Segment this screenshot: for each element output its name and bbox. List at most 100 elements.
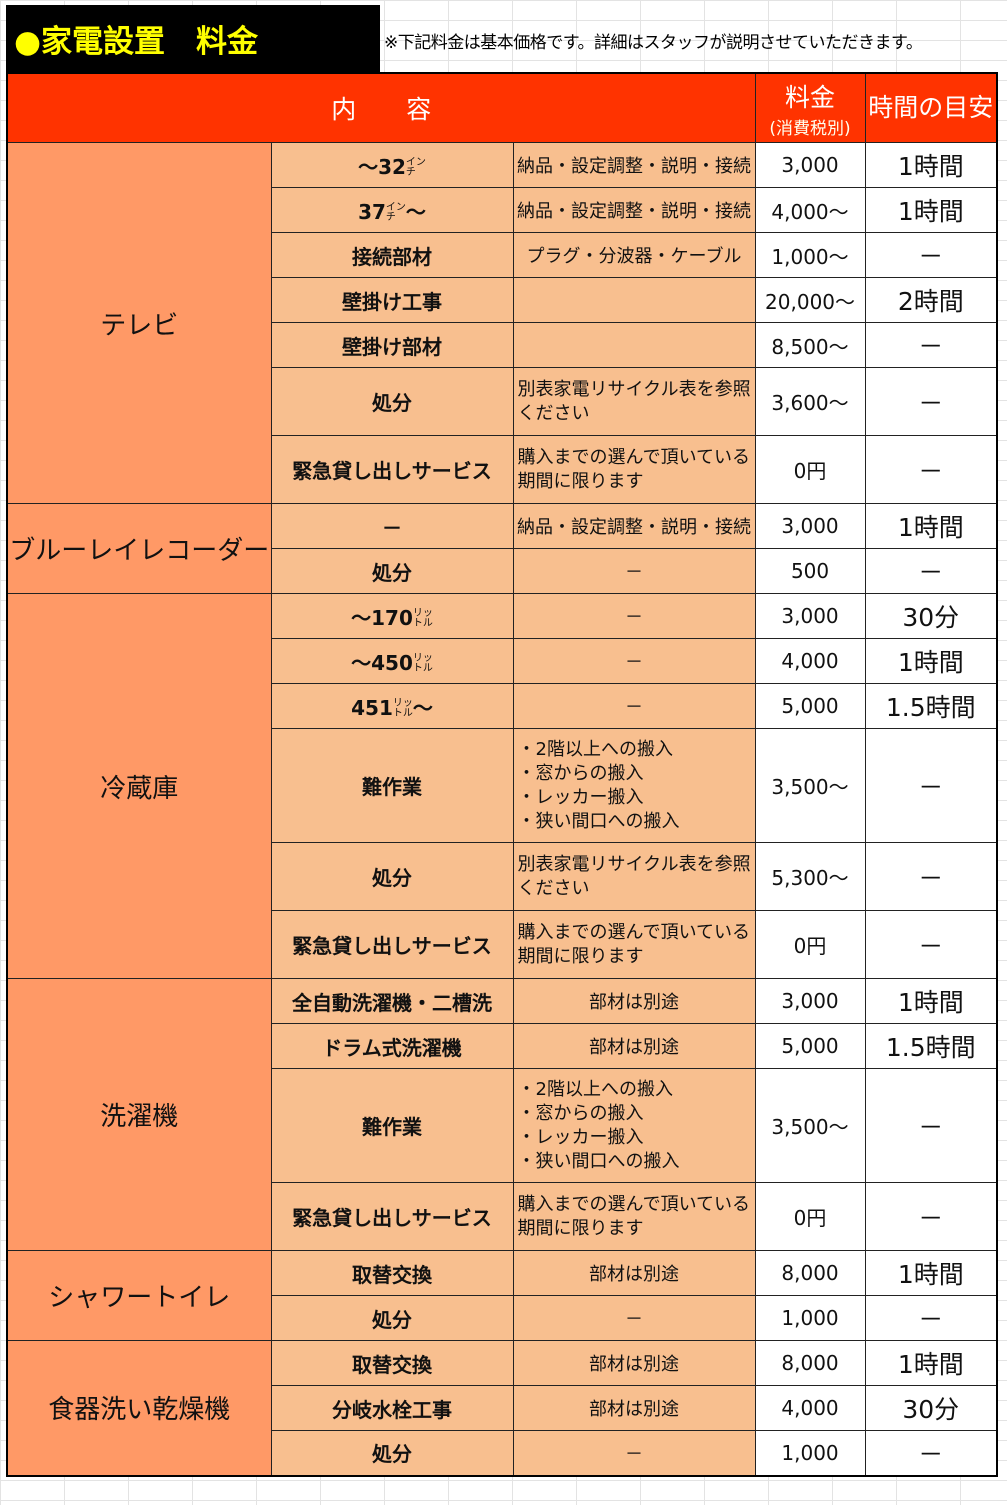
- item-time: －: [864, 1068, 998, 1183]
- item-price: 5,300～: [754, 842, 866, 911]
- item-description: [512, 277, 756, 323]
- item-time: 1時間: [864, 187, 998, 233]
- item-description: [512, 322, 756, 368]
- item-description: －: [512, 593, 756, 639]
- item-label: 分岐水栓工事: [332, 1397, 452, 1422]
- item-unit: リットル: [392, 698, 413, 719]
- item-price: 8,000: [754, 1340, 866, 1386]
- item-price: 1,000: [754, 1430, 866, 1476]
- item-description: 別表家電リサイクル表を参照ください: [512, 842, 756, 911]
- item-description: ・2階以上への搬入 ・窓からの搬入 ・レッカー搬入 ・狭い間口への搬入: [512, 728, 756, 843]
- item-time: 1時間: [864, 142, 998, 188]
- item-price: 3,000: [754, 503, 866, 549]
- item-label: ～170: [351, 605, 413, 630]
- item-price: 0円: [754, 910, 866, 979]
- item-time: －: [864, 1182, 998, 1251]
- item-time: －: [864, 842, 998, 911]
- item-name: 451リットル～: [270, 683, 514, 729]
- table-row: 難作業 ・2階以上への搬入 ・窓からの搬入 ・レッカー搬入 ・狭い間口への搬入 3,…: [7, 1068, 998, 1183]
- table-row: 処分 別表家電リサイクル表を参照ください 5,300～－: [7, 842, 998, 911]
- category-5: 食器洗い乾燥機: [6, 1340, 272, 1476]
- item-name: 処分: [270, 548, 514, 594]
- item-label: 処分: [372, 866, 412, 890]
- item-label: 緊急貸し出しサービス: [292, 459, 492, 483]
- item-name: 取替交換: [270, 1340, 514, 1386]
- item-time: 30分: [864, 593, 998, 639]
- table-row: 洗濯機 全自動洗濯機・二槽洗 部材は別途 3,000 1時間: [6, 978, 998, 1251]
- item-time: 1時間: [864, 638, 998, 684]
- category-0: テレビ: [6, 142, 272, 504]
- item-label: 取替交換: [352, 1352, 432, 1377]
- item-name: ～170リットル: [270, 593, 514, 639]
- item-time: 1時間: [864, 1340, 998, 1386]
- item-name: 壁掛け工事: [270, 277, 514, 323]
- table-row: テレビ ～32インチ 納品・設定調整・説明・接続 3,000 1時間: [6, 142, 998, 504]
- item-description: プラグ・分波器・ケーブル: [512, 232, 756, 278]
- table-row: 分岐水栓工事 部材は別途 4,000 30分: [7, 1385, 998, 1431]
- item-label: 処分: [372, 560, 412, 585]
- item-name: 緊急貸し出しサービス: [270, 910, 514, 979]
- item-description: －: [512, 1430, 756, 1476]
- item-name: 難作業: [270, 1068, 514, 1183]
- table-row: 処分 － 500 －: [7, 548, 998, 594]
- item-price: 5,000: [754, 1023, 866, 1069]
- item-time: －: [864, 1430, 998, 1476]
- item-time: －: [864, 728, 998, 843]
- item-unit: リットル: [412, 653, 433, 674]
- item-time: 2時間: [864, 277, 998, 323]
- table-row: 緊急貸し出しサービス 購入までの選んで頂いている期間に限ります 0円－: [7, 910, 998, 979]
- table-row: 冷蔵庫 ～170リットル－ 3,000 30分: [6, 593, 998, 979]
- table-row: 処分 別表家電リサイクル表を参照ください 3,600～－: [7, 367, 998, 436]
- item-label: 緊急貸し出しサービス: [292, 1206, 492, 1230]
- table-row: 緊急貸し出しサービス 購入までの選んで頂いている期間に限ります 0円－: [7, 435, 998, 504]
- item-description: －: [512, 683, 756, 729]
- item-description: 部材は別途: [512, 1340, 756, 1386]
- item-description: 部材は別途: [512, 1023, 756, 1069]
- item-price: 4,000: [754, 638, 866, 684]
- item-price: 0円: [754, 1182, 866, 1251]
- item-description: 納品・設定調整・説明・接続: [512, 187, 756, 233]
- page-title: ●家電設置 料金: [6, 5, 380, 72]
- item-description: 別表家電リサイクル表を参照ください: [512, 367, 756, 436]
- table-row: シャワートイレ 取替交換 部材は別途 8,000 1時間: [6, 1250, 998, 1341]
- item-label: 処分: [372, 1442, 412, 1467]
- item-description: 部材は別途: [512, 978, 756, 1024]
- item-label: 緊急貸し出しサービス: [292, 934, 492, 958]
- item-name: 接続部材: [270, 232, 514, 278]
- item-unit: リットル: [412, 608, 433, 629]
- category-4: シャワートイレ: [6, 1250, 272, 1341]
- item-label: ～32: [358, 154, 406, 179]
- item-time: －: [864, 322, 998, 368]
- item-time: 1時間: [864, 1250, 998, 1296]
- item-price: 3,600～: [754, 367, 866, 436]
- table-row: ドラム式洗濯機 部材は別途 5,000 1.5時間: [7, 1023, 998, 1069]
- item-suffix: ～: [405, 199, 426, 224]
- item-time: －: [864, 367, 998, 436]
- item-price: 8,500～: [754, 322, 866, 368]
- item-label: 壁掛け部材: [342, 334, 442, 359]
- item-price: 3,000: [754, 593, 866, 639]
- item-time: －: [864, 548, 998, 594]
- item-label: 37: [358, 199, 386, 224]
- item-description: 納品・設定調整・説明・接続: [512, 503, 756, 549]
- category-1: ブルーレイレコーダー: [6, 503, 272, 594]
- item-description: 部材は別途: [512, 1385, 756, 1431]
- item-description: 購入までの選んで頂いている期間に限ります: [512, 435, 756, 504]
- item-description: 納品・設定調整・説明・接続: [512, 142, 756, 188]
- item-unit: インチ: [405, 157, 426, 178]
- item-label: 難作業: [362, 775, 422, 799]
- item-price: 1,000: [754, 1295, 866, 1341]
- item-name: 処分: [270, 367, 514, 436]
- item-time: －: [864, 910, 998, 979]
- item-time: 30分: [864, 1385, 998, 1431]
- item-description: ・2階以上への搬入 ・窓からの搬入 ・レッカー搬入 ・狭い間口への搬入: [512, 1068, 756, 1183]
- item-name: 取替交換: [270, 1250, 514, 1296]
- item-label: 取替交換: [352, 1262, 432, 1287]
- item-label: 難作業: [362, 1115, 422, 1139]
- item-price: 4,000～: [754, 187, 866, 233]
- item-time: －: [864, 435, 998, 504]
- item-description: －: [512, 638, 756, 684]
- item-label: ～450: [351, 650, 413, 675]
- item-price: 1,000～: [754, 232, 866, 278]
- table-row: ブルーレイレコーダー－納品・設定調整・説明・接続 3,000 1時間: [6, 503, 998, 594]
